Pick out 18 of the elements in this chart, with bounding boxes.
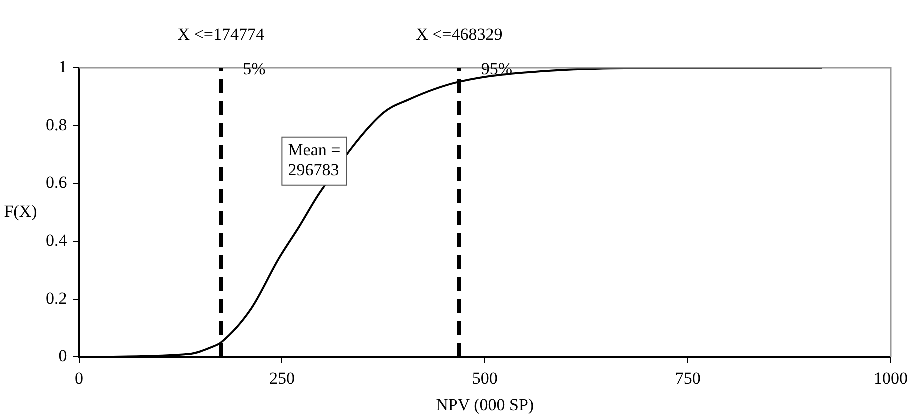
annotation: 95% <box>481 59 513 78</box>
x-tick-label: 250 <box>269 368 295 388</box>
y-tick-label: 0 <box>58 346 68 366</box>
x-tick-label: 750 <box>675 368 701 388</box>
x-tick-label: 1000 <box>874 368 908 388</box>
ref-line-label: X <=468329 <box>416 24 503 44</box>
annotation: 5% <box>243 59 266 78</box>
ref-line-label: X <=174774 <box>178 24 265 44</box>
annotation: Mean = 296783 <box>288 140 341 180</box>
y-tick-label: 1 <box>58 57 68 76</box>
y-tick-label: 0.6 <box>46 173 68 192</box>
y-tick-label: 0.2 <box>46 288 68 308</box>
y-axis-title: F(X) <box>4 202 38 222</box>
x-axis-title: NPV (000 SP) <box>436 395 534 414</box>
x-tick-label: 500 <box>472 368 498 388</box>
y-tick-label: 0.8 <box>46 115 68 134</box>
y-tick-label: 0.4 <box>46 230 68 250</box>
x-tick-label: 0 <box>75 368 84 388</box>
